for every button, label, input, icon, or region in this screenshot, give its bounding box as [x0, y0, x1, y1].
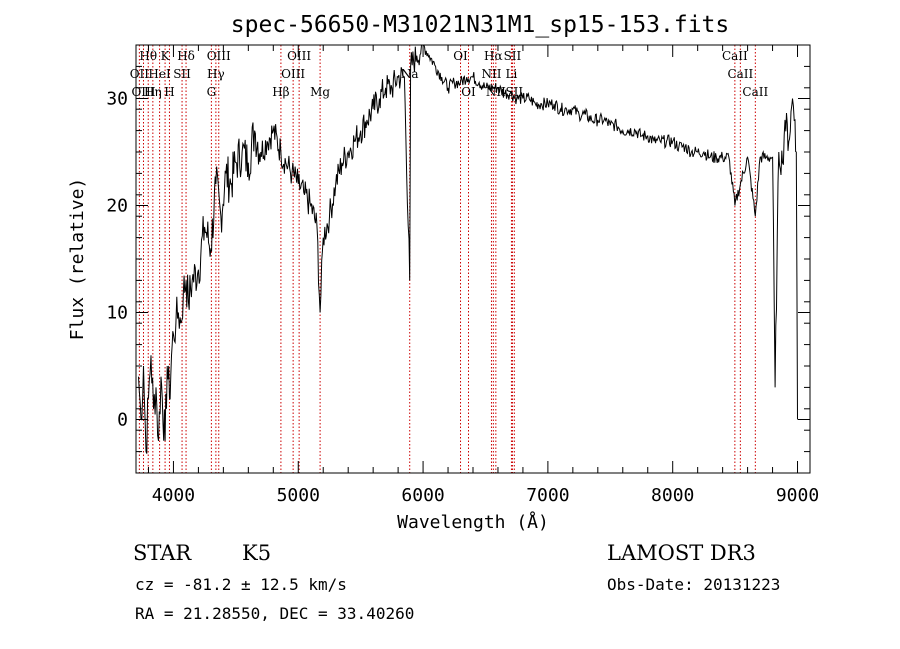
survey-name: LAMOST DR3 [607, 541, 756, 565]
coordinates: RA = 21.28550, DEC = 33.40260 [135, 604, 414, 623]
x-tick-label-3: 7000 [526, 485, 569, 506]
line-label-18: OI [461, 85, 476, 99]
y-tick-label-2: 20 [106, 196, 128, 217]
x-tick-label-2: 6000 [401, 485, 444, 506]
line-label-14: Hβ [272, 85, 289, 99]
line-label-9: OIII [207, 49, 231, 63]
line-label-22: Li [506, 67, 518, 81]
spectrum-line [138, 44, 798, 454]
line-label-26: CaII [727, 67, 753, 81]
y-tick-label-3: 30 [106, 89, 128, 110]
line-label-1: OII [130, 67, 150, 81]
axis-ticks [136, 44, 810, 474]
line-label-15: Mg [310, 85, 330, 99]
line-label-25: CaII [722, 49, 748, 63]
x-tick-labels: 4000 5000 6000 7000 8000 9000 [152, 485, 819, 506]
line-label-8: SII [173, 67, 191, 81]
line-label-7: Hδ [177, 49, 195, 63]
line-label-16: Na [401, 67, 419, 81]
line-label-6: H [164, 85, 174, 99]
object-subclass: K5 [242, 541, 271, 565]
redshift-text: cz = -81.2 ± 12.5 km/s [135, 575, 347, 594]
line-label-2: OIII [131, 85, 155, 99]
line-label-11: G [207, 85, 217, 99]
line-label-12: OIII [287, 49, 311, 63]
x-tick-label-0: 4000 [152, 485, 195, 506]
line-label-19: Hα [484, 49, 503, 63]
obs-date: Obs-Date: 20131223 [607, 575, 780, 594]
line-label-5: Hη [144, 85, 162, 99]
line-label-3: K [161, 49, 171, 63]
line-label-21: NII [481, 67, 501, 81]
x-tick-label-5: 9000 [776, 485, 819, 506]
line-label-0: Hθ [139, 49, 157, 63]
x-tick-label-1: 5000 [277, 485, 320, 506]
plot-frame [135, 44, 811, 474]
emission-line-labels: Hθ OII OIII K HeI Hη H Hδ SII OIII Hγ G OIII OIII Hβ Mg… [130, 49, 769, 99]
x-tick-label-4: 8000 [651, 485, 694, 506]
y-axis-label: Flux (relative) [67, 178, 88, 341]
x-axis-label: Wavelength (Å) [397, 511, 549, 533]
y-tick-label-1: 10 [106, 303, 128, 324]
emission-line-markers [138, 45, 756, 473]
line-label-10: Hγ [207, 67, 225, 81]
line-label-20: SII [504, 49, 522, 63]
line-label-27: CaII [742, 85, 768, 99]
chart-title: spec-56650-M31021N31M1_sp15-153.fits [231, 12, 730, 38]
line-label-17: OI [453, 49, 468, 63]
y-tick-labels: 0 10 20 30 [106, 89, 128, 431]
object-class: STAR [133, 541, 192, 565]
line-label-4: HeI [148, 67, 171, 81]
line-label-13: OIII [281, 67, 305, 81]
y-tick-label-0: 0 [117, 410, 128, 431]
